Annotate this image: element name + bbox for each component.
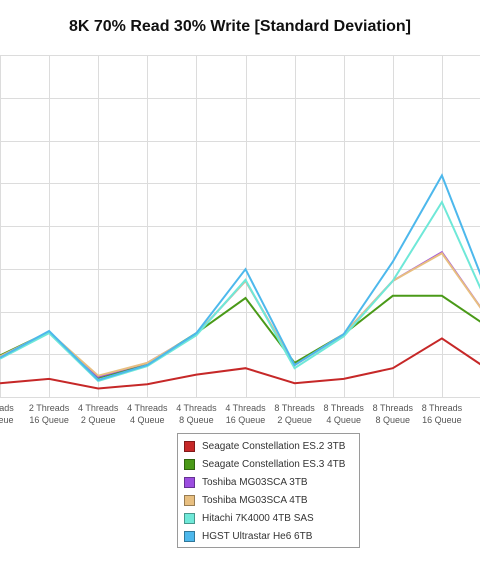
x-tick-label: 8 Threads 16 Queue bbox=[422, 403, 463, 425]
legend-item: Hitachi 7K4000 4TB SAS bbox=[184, 509, 359, 527]
legend-item: Toshiba MG03SCA 3TB bbox=[184, 473, 359, 491]
series-line bbox=[0, 337, 480, 390]
legend-item: Seagate Constellation ES.2 3TB bbox=[184, 437, 359, 455]
x-tick-label: 4 Threads 8 Queue bbox=[176, 403, 217, 425]
legend-item: Seagate Constellation ES.3 4TB bbox=[184, 455, 359, 473]
legend-swatch bbox=[184, 476, 195, 488]
legend-swatch bbox=[184, 440, 195, 452]
series-line bbox=[0, 294, 480, 379]
legend-label: Toshiba MG03SCA 4TB bbox=[202, 494, 308, 506]
series-line bbox=[0, 173, 480, 382]
legend-swatch bbox=[184, 458, 195, 470]
legend-label: HGST Ultrastar He6 6TB bbox=[202, 530, 313, 542]
legend-item: HGST Ultrastar He6 6TB bbox=[184, 527, 359, 545]
x-tick-label: 8 Threads 8 Queue bbox=[373, 403, 414, 425]
x-tick-label: 4 Threads 4 Queue bbox=[127, 403, 168, 425]
legend-label: Seagate Constellation ES.3 4TB bbox=[202, 458, 346, 470]
legend-label: Seagate Constellation ES.2 3TB bbox=[202, 440, 346, 452]
chart-legend: Seagate Constellation ES.2 3TB Seagate Co… bbox=[177, 433, 360, 548]
series-line bbox=[0, 251, 480, 377]
x-tick-label: 4 Threads 2 Queue bbox=[78, 403, 119, 425]
legend-label: Hitachi 7K4000 4TB SAS bbox=[202, 512, 314, 524]
legend-swatch bbox=[184, 512, 195, 524]
legend-swatch bbox=[184, 530, 195, 542]
x-tick-label: hreadsQueue bbox=[0, 403, 14, 425]
legend-item: Toshiba MG03SCA 4TB bbox=[184, 491, 359, 509]
legend-label: Toshiba MG03SCA 3TB bbox=[202, 476, 308, 488]
x-tick-label: 8 Threads 4 Queue bbox=[324, 403, 365, 425]
x-tick-label: 4 Threads 16 Queue bbox=[225, 403, 266, 425]
chart-title: 8K 70% Read 30% Write [Standard Deviatio… bbox=[68, 18, 412, 35]
x-tick-label: 8 Threads 2 Queue bbox=[274, 403, 315, 425]
x-tick-label: 2 Threads 16 Queue bbox=[29, 403, 70, 425]
legend-swatch bbox=[184, 494, 195, 506]
